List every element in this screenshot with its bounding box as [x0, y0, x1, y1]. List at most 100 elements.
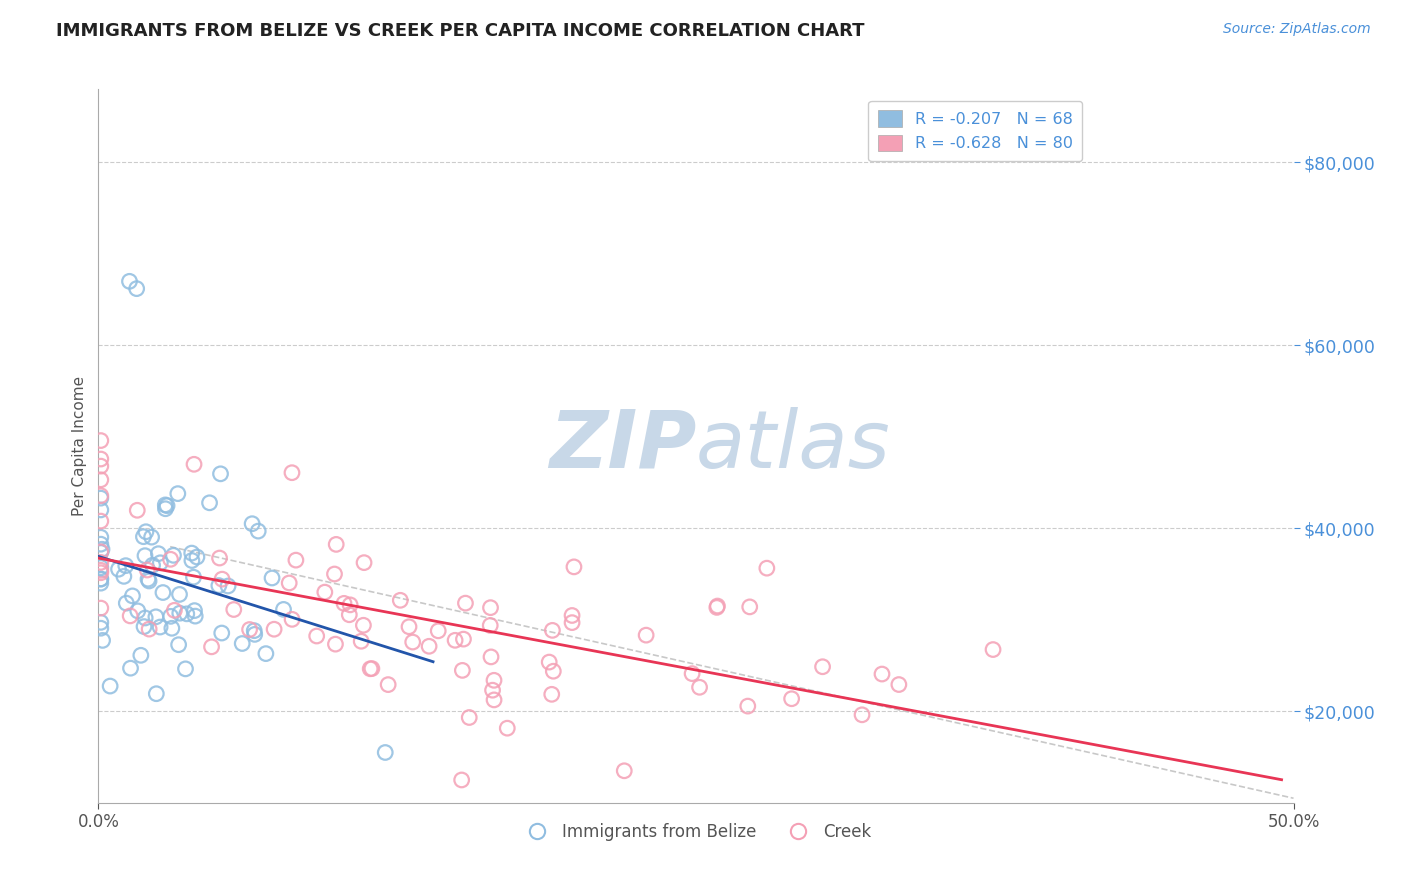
Point	[160, 621, 183, 635]
Point	[183, 604, 205, 618]
Point	[156, 499, 179, 513]
Point	[129, 648, 152, 663]
Point	[91, 633, 114, 648]
Point	[454, 596, 477, 610]
Point	[284, 553, 307, 567]
Point	[90, 530, 112, 544]
Point	[176, 607, 198, 621]
Point	[870, 667, 893, 681]
Point	[138, 574, 160, 588]
Point	[167, 638, 190, 652]
Point	[231, 636, 253, 650]
Point	[90, 489, 112, 503]
Point	[145, 609, 167, 624]
Point	[360, 662, 382, 676]
Point	[706, 600, 728, 615]
Point	[208, 578, 231, 592]
Point	[90, 459, 112, 474]
Point	[240, 516, 263, 531]
Point	[887, 677, 910, 691]
Point	[561, 615, 583, 630]
Point	[90, 572, 112, 586]
Point	[217, 579, 239, 593]
Point	[115, 596, 138, 610]
Point	[91, 542, 114, 557]
Point	[90, 566, 112, 580]
Point	[200, 640, 222, 654]
Point	[90, 434, 112, 448]
Point	[90, 473, 112, 487]
Point	[166, 486, 188, 500]
Point	[149, 620, 172, 634]
Point	[90, 601, 112, 615]
Point	[134, 549, 156, 563]
Point	[125, 282, 148, 296]
Point	[254, 647, 277, 661]
Point	[247, 524, 270, 538]
Point	[353, 556, 375, 570]
Point	[90, 452, 112, 467]
Point	[458, 710, 481, 724]
Point	[543, 664, 565, 678]
Point	[325, 637, 347, 651]
Point	[377, 678, 399, 692]
Point	[755, 561, 778, 575]
Point	[138, 622, 160, 636]
Point	[359, 662, 381, 676]
Point	[112, 569, 135, 583]
Point	[541, 624, 564, 638]
Point	[90, 560, 112, 574]
Point	[981, 642, 1004, 657]
Point	[186, 549, 208, 564]
Point	[180, 546, 202, 560]
Point	[90, 491, 112, 505]
Point	[132, 530, 155, 544]
Point	[260, 571, 283, 585]
Point	[496, 721, 519, 735]
Point	[450, 772, 472, 787]
Point	[350, 634, 373, 648]
Point	[90, 503, 112, 517]
Point	[155, 501, 177, 516]
Point	[278, 576, 301, 591]
Point	[325, 537, 347, 551]
Point	[737, 699, 759, 714]
Point	[263, 622, 285, 636]
Point	[636, 628, 658, 642]
Point	[689, 680, 711, 694]
Point	[479, 649, 502, 664]
Point	[142, 558, 165, 573]
Point	[90, 621, 112, 635]
Point	[90, 545, 112, 559]
Text: Source: ZipAtlas.com: Source: ZipAtlas.com	[1223, 22, 1371, 37]
Point	[706, 599, 728, 613]
Point	[613, 764, 636, 778]
Point	[152, 585, 174, 599]
Point	[155, 498, 177, 512]
Point	[561, 608, 583, 623]
Point	[398, 620, 420, 634]
Point	[281, 466, 304, 480]
Text: ZIP: ZIP	[548, 407, 696, 485]
Point	[120, 661, 142, 675]
Point	[681, 666, 703, 681]
Point	[314, 585, 336, 599]
Point	[243, 627, 266, 641]
Point	[114, 558, 136, 573]
Point	[135, 524, 157, 539]
Point	[159, 552, 181, 566]
Point	[127, 604, 149, 618]
Point	[180, 553, 202, 567]
Point	[107, 562, 129, 576]
Point	[136, 572, 159, 586]
Point	[174, 662, 197, 676]
Point	[183, 570, 205, 584]
Point	[208, 551, 231, 566]
Point	[132, 619, 155, 633]
Point	[479, 600, 502, 615]
Point	[209, 467, 232, 481]
Point	[339, 598, 361, 612]
Point	[222, 602, 245, 616]
Point	[149, 556, 172, 570]
Point	[418, 640, 440, 654]
